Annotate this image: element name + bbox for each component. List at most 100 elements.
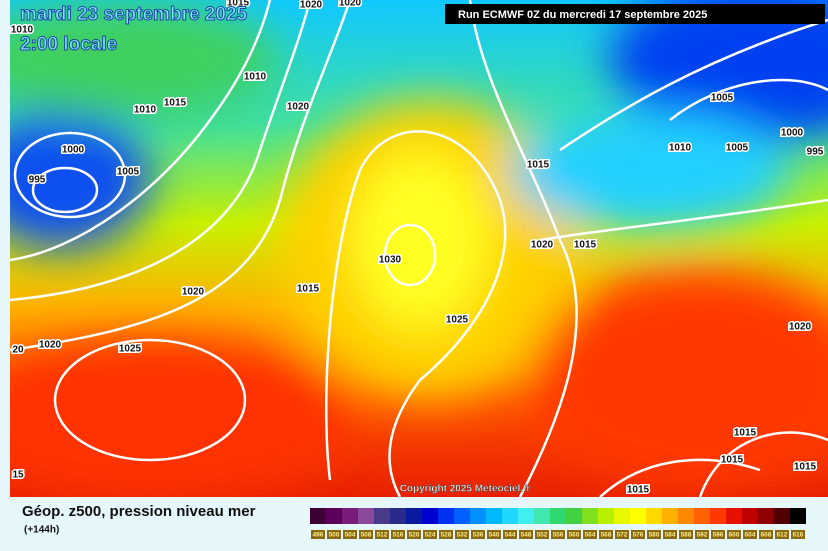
scale-label: 500 bbox=[329, 532, 340, 539]
isobar-label: 1015 bbox=[734, 428, 757, 439]
scale-label: 556 bbox=[553, 532, 564, 539]
map: 1015 1020 10201010101010201015101010009951… bbox=[10, 0, 828, 497]
scale-swatch bbox=[470, 508, 486, 524]
scale-label: 596 bbox=[713, 532, 724, 539]
isobar-label: 1015 bbox=[627, 485, 650, 496]
isobar-label: 1010 bbox=[244, 72, 267, 83]
scale-label: 576 bbox=[633, 532, 644, 539]
isobar-labels: 1015 1020 10201010101010201015101010009951… bbox=[10, 0, 825, 497]
scale-label: 504 bbox=[345, 532, 356, 539]
scale-label-bg bbox=[663, 530, 677, 539]
scale-label: 608 bbox=[761, 532, 772, 539]
isobar-label: 1015 bbox=[794, 462, 817, 473]
scale-swatch bbox=[534, 508, 550, 524]
isobar-label: 15 bbox=[12, 470, 24, 481]
scale-label-bg bbox=[423, 530, 437, 539]
date-title: mardi 23 septembre 2025 bbox=[20, 4, 248, 25]
scale-label: 580 bbox=[649, 532, 660, 539]
scale-swatch bbox=[774, 508, 790, 524]
isobar-label: 1005 bbox=[117, 167, 140, 178]
scale-label: 568 bbox=[601, 532, 612, 539]
isobar-label: 1000 bbox=[781, 128, 804, 139]
scale-label-bg bbox=[743, 530, 757, 539]
scale-label: 600 bbox=[729, 532, 740, 539]
scale-label: 496 bbox=[313, 532, 324, 539]
scale-label-bg bbox=[359, 530, 373, 539]
isobar-label: 1015 bbox=[297, 284, 320, 295]
isobar-label: 1020 bbox=[300, 0, 323, 11]
scale-label: 564 bbox=[585, 532, 596, 539]
scale-swatch bbox=[310, 508, 326, 524]
scale-label: 516 bbox=[393, 532, 404, 539]
isobar-label: 1015 bbox=[721, 455, 744, 466]
scale-swatch bbox=[614, 508, 630, 524]
scale-label: 588 bbox=[681, 532, 692, 539]
scale-label-bg bbox=[711, 530, 725, 539]
scale-swatch bbox=[630, 508, 646, 524]
isobar-label: 1020 bbox=[789, 322, 812, 333]
isobar-label: 1010 bbox=[11, 25, 34, 36]
isobar-label: 995 bbox=[29, 175, 46, 186]
scale-label: 560 bbox=[569, 532, 580, 539]
forecast-hour: (+144h) bbox=[24, 525, 59, 536]
scale-swatch bbox=[454, 508, 470, 524]
scale-label-bg bbox=[775, 530, 789, 539]
isobar-label: 995 bbox=[807, 147, 824, 158]
scale-swatch bbox=[726, 508, 742, 524]
isobar-label: 1010 bbox=[669, 143, 692, 154]
isobar-label: 1020 bbox=[39, 340, 62, 351]
scale-label-bg bbox=[727, 530, 741, 539]
scale-swatch bbox=[662, 508, 678, 524]
scale-swatch bbox=[742, 508, 758, 524]
scale-label-bg bbox=[455, 530, 469, 539]
isobar-label: 1025 bbox=[119, 344, 142, 355]
scale-swatch bbox=[694, 508, 710, 524]
scale-label-bg bbox=[327, 530, 341, 539]
scale-swatch bbox=[550, 508, 566, 524]
scale-swatch bbox=[406, 508, 422, 524]
isobar-label: 1005 bbox=[711, 93, 734, 104]
scale-swatch bbox=[326, 508, 342, 524]
scale-label: 548 bbox=[521, 532, 532, 539]
run-label: Run ECMWF 0Z du mercredi 17 septembre 20… bbox=[458, 9, 707, 21]
isobar-label: 20 bbox=[12, 345, 24, 356]
scale-swatch bbox=[390, 508, 406, 524]
scale-swatch bbox=[646, 508, 662, 524]
scale-swatch bbox=[422, 508, 438, 524]
isobar-label: 1015 bbox=[574, 240, 597, 251]
scale-label-bg bbox=[343, 530, 357, 539]
scale-swatch bbox=[438, 508, 454, 524]
isobars bbox=[10, 0, 828, 497]
scale-label: 616 bbox=[793, 532, 804, 539]
legend-title: Géop. z500, pression niveau mer bbox=[22, 503, 256, 520]
scale-label-bg bbox=[503, 530, 517, 539]
scale-label-bg bbox=[599, 530, 613, 539]
scale-label-bg bbox=[615, 530, 629, 539]
scale-swatch bbox=[486, 508, 502, 524]
scale-label-bg bbox=[439, 530, 453, 539]
isobar-label: 1030 bbox=[379, 255, 402, 266]
scale-swatch bbox=[582, 508, 598, 524]
scale-label-bg bbox=[471, 530, 485, 539]
scale-label: 540 bbox=[489, 532, 500, 539]
scale-swatch bbox=[342, 508, 358, 524]
scale-swatch bbox=[598, 508, 614, 524]
isobar-label: 1015 bbox=[527, 160, 550, 171]
scale-label: 612 bbox=[777, 532, 788, 539]
scale-swatch bbox=[502, 508, 518, 524]
scale-label: 512 bbox=[377, 532, 388, 539]
run-box bbox=[445, 4, 825, 24]
scale-swatch bbox=[358, 508, 374, 524]
isobar-label: 1020 bbox=[287, 102, 310, 113]
scale-swatch bbox=[678, 508, 694, 524]
field-shading bbox=[10, 0, 828, 497]
scale-label-bg bbox=[551, 530, 565, 539]
scale-label-bg bbox=[535, 530, 549, 539]
scale-label: 592 bbox=[697, 532, 708, 539]
scale-label-bg bbox=[791, 530, 805, 539]
scale-label-bg bbox=[407, 530, 421, 539]
scale-label-bg bbox=[487, 530, 501, 539]
scale-label: 508 bbox=[361, 532, 372, 539]
scale-label: 572 bbox=[617, 532, 628, 539]
scale-swatch bbox=[758, 508, 774, 524]
